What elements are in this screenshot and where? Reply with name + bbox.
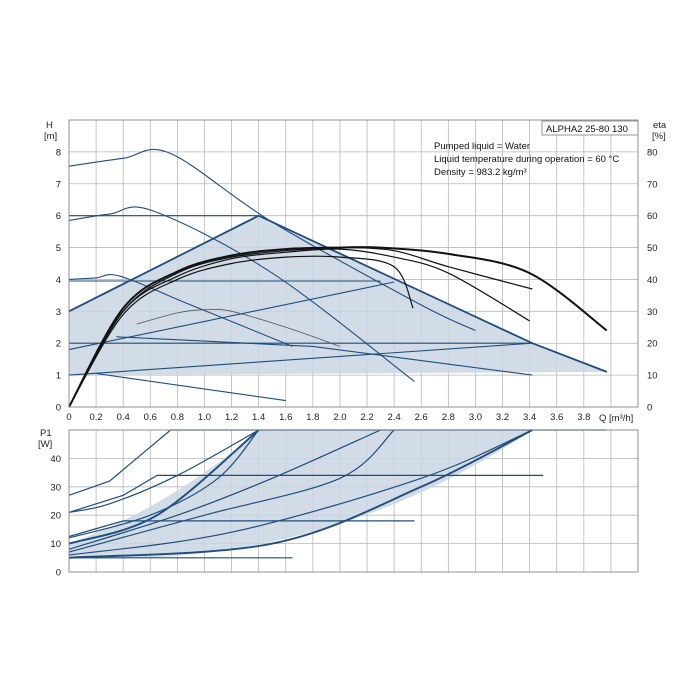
power-curve-8: [68, 429, 533, 556]
eta-tick-label: 60: [647, 211, 658, 222]
eta-tick-label: 10: [647, 371, 658, 382]
power-curve-7: [68, 429, 395, 553]
head-curve-0: [68, 148, 476, 331]
eta-axis-unit: [%]: [652, 131, 666, 142]
head-tick-label: 7: [56, 179, 61, 190]
x-tick-label: 1.8: [306, 412, 319, 423]
head-tick-label: 2: [56, 339, 61, 350]
x-tick-label: 3.2: [496, 412, 509, 423]
x-tick-label: 1.6: [279, 412, 292, 423]
head-tick-label: 8: [56, 147, 61, 158]
head-axis-label: H: [46, 120, 53, 131]
x-tick-label: 3.8: [577, 412, 590, 423]
x-tick-label: 0.4: [117, 412, 130, 423]
power-curve-4: [68, 429, 260, 539]
note-liquid-temperature: Liquid temperature during operation = 60…: [434, 154, 619, 165]
head-axis-unit: [m]: [44, 131, 57, 142]
x-tick-label: 2.2: [360, 412, 373, 423]
model-title-box: [541, 120, 639, 136]
x-tick-label: 3.6: [550, 412, 563, 423]
power-tick-label: 30: [50, 482, 61, 493]
head-curve-8: [96, 372, 286, 402]
head-operating-area: [69, 215, 607, 376]
head-curve-7: [68, 342, 533, 376]
x-tick-label: 2.0: [333, 412, 346, 423]
note-pumped-liquid: Pumped liquid = Water: [434, 141, 530, 152]
head-tick-label: 4: [56, 275, 61, 286]
x-tick-label: 3.4: [523, 412, 536, 423]
power-curve-3: [68, 429, 259, 513]
efficiency-curve-3: [68, 246, 608, 408]
head-curve-1: [68, 206, 415, 382]
efficiency-curve-0: [68, 255, 414, 408]
note-density: Density = 983.2 kg/m³: [434, 167, 527, 178]
power-tick-label: 10: [50, 539, 61, 550]
x-tick-label: 2.8: [442, 412, 455, 423]
efficiency-curves: [68, 246, 608, 408]
head-tick-label: 0: [56, 403, 61, 414]
head-tick-label: 5: [56, 243, 61, 254]
head-curves: [68, 148, 608, 402]
power-curve-5: [68, 429, 260, 545]
power-curve-6: [68, 429, 381, 550]
efficiency-curve-4: [136, 308, 341, 347]
head-tick-label: 3: [56, 307, 61, 318]
power-curve-2: [68, 520, 415, 538]
power-operating-area: [69, 430, 533, 559]
eta-tick-label: 80: [647, 147, 658, 158]
head-curve-10: [116, 336, 533, 376]
eta-tick-label: 40: [647, 275, 658, 286]
x-tick-label: 2.6: [415, 412, 428, 423]
model-title: ALPHA2 25-80 130: [546, 124, 628, 135]
power-axis-label: P1: [40, 428, 52, 439]
eta-tick-label: 20: [647, 339, 658, 350]
eta-axis-label: eta: [653, 120, 667, 131]
power-curves: [68, 429, 607, 559]
efficiency-curve-2: [68, 246, 533, 408]
flow-axis-label: Q [m³/h]: [599, 413, 633, 424]
x-tick-label: 0.6: [144, 412, 157, 423]
x-tick-label: 3.0: [469, 412, 482, 423]
eta-tick-label: 50: [647, 243, 658, 254]
x-tick-label: 2.4: [388, 412, 401, 423]
power-curve-9: [68, 429, 533, 559]
x-tick-label: 0.8: [171, 412, 184, 423]
head-curve-9: [68, 214, 608, 373]
eta-tick-label: 70: [647, 179, 658, 190]
eta-tick-label: 30: [647, 307, 658, 318]
power-tick-label: 20: [50, 511, 61, 522]
eta-tick-label: 0: [647, 403, 652, 414]
head-operating-area-polygon: [69, 215, 607, 376]
x-tick-label: 0.2: [89, 412, 102, 423]
head-axis-ticks: 0 0.2 0.4 0.6 0.8 1.0 1.2 1.4 1.6 1.8 2.0 2.2 2.4 2.6…: [56, 147, 658, 423]
x-tick-label: 1.0: [198, 412, 211, 423]
power-plot-frame: [68, 429, 639, 573]
head-plot-frame: [68, 119, 639, 408]
power-curve-1: [68, 474, 544, 513]
head-curve-6: [68, 281, 395, 351]
x-tick-label: 1.4: [252, 412, 265, 423]
power-tick-label: 0: [56, 568, 61, 579]
x-tick-label: 0: [66, 412, 71, 423]
head-curve-2: [68, 273, 293, 347]
head-tick-label: 6: [56, 211, 61, 222]
x-tick-label: 1.2: [225, 412, 238, 423]
head-tick-label: 1: [56, 371, 61, 382]
power-axis-unit: [W]: [38, 439, 52, 450]
power-tick-label: 40: [50, 454, 61, 465]
power-operating-area-polygon: [69, 430, 533, 559]
power-axis-ticks: 0 10 20 30 40: [50, 454, 61, 579]
